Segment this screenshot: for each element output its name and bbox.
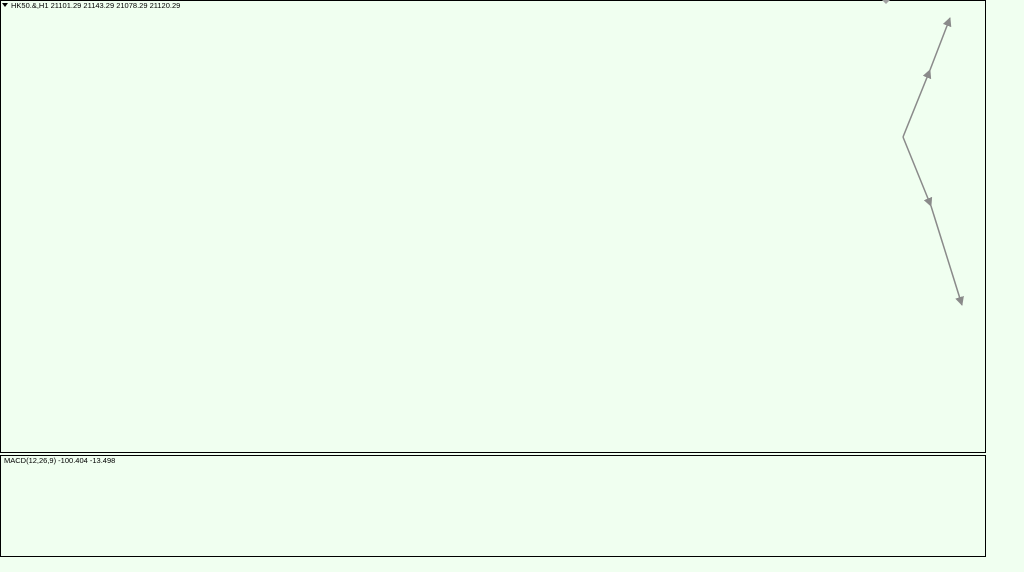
macd-title: MACD(12,26,9) -100.404 -13.498 [4,456,115,465]
menu-triangle[interactable] [2,3,8,7]
shift-marker [882,0,890,4]
arrow [902,69,932,138]
arrow [930,205,964,306]
macd-panel-frame [0,455,986,557]
arrow [929,17,952,71]
chart-title: HK50.&,H1 21101.29 21143.29 21078.29 211… [11,1,180,10]
arrow [902,136,933,207]
main-panel-frame [0,0,986,453]
projection-arrows [902,17,964,306]
